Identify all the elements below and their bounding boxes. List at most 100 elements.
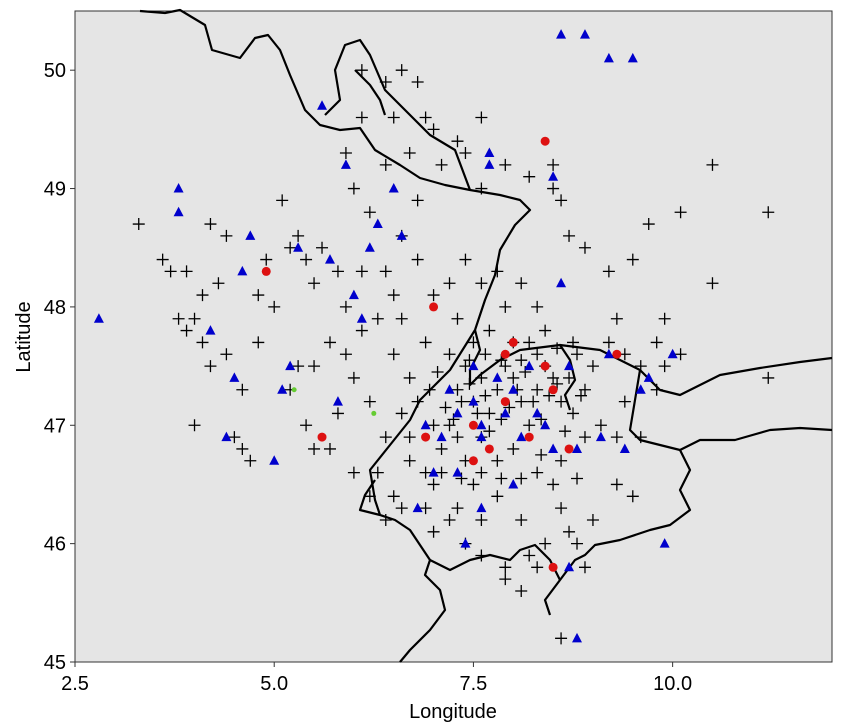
- point-plus-125: [674, 206, 687, 219]
- point-triangle-33: [548, 171, 559, 181]
- point-plus-204: [515, 354, 528, 367]
- point-plus-178: [427, 419, 440, 432]
- point-triangle-4: [221, 431, 232, 442]
- point-plus-185: [479, 389, 492, 402]
- point-triangle-22: [412, 502, 423, 513]
- point-triangle-61: [468, 360, 479, 371]
- point-triangle-15: [340, 159, 351, 169]
- point-circle-8: [508, 337, 518, 347]
- point-plus-192: [535, 413, 548, 426]
- point-triangle-16: [348, 289, 359, 300]
- x-tick-label-2: 7.5: [460, 673, 488, 695]
- point-plus-14: [220, 348, 233, 361]
- point-plus-183: [463, 377, 476, 390]
- boundary-line-7: [358, 479, 381, 517]
- point-plus-103: [555, 632, 568, 645]
- point-plus-93: [515, 513, 528, 526]
- point-plus-180: [439, 401, 452, 414]
- axes: 2.5 5.0 7.5 10.0 45 46 47 48 49 50: [44, 60, 692, 695]
- point-plus-38: [355, 324, 368, 337]
- point-plus-161: [323, 336, 336, 349]
- point-plus-212: [515, 472, 528, 485]
- point-triangle-44: [667, 348, 678, 359]
- point-plus-5: [188, 312, 201, 325]
- point-plus-132: [379, 76, 392, 89]
- point-plus-27: [308, 277, 321, 290]
- point-plus-128: [762, 206, 775, 219]
- point-triangle-35: [564, 561, 575, 572]
- point-plus-187: [495, 413, 508, 426]
- point-plus-164: [363, 490, 376, 503]
- point-triangle-2: [173, 206, 184, 217]
- point-plus-94: [491, 490, 504, 503]
- point-triangle-6: [237, 265, 248, 276]
- point-plus-52: [387, 490, 400, 503]
- point-plus-116: [475, 182, 488, 195]
- point-plus-143: [555, 194, 568, 207]
- point-plus-179: [403, 431, 416, 444]
- point-plus-25: [292, 229, 305, 242]
- point-plus-37: [347, 371, 360, 384]
- point-triangle-3: [205, 325, 216, 335]
- point-triangle-19: [372, 218, 383, 229]
- point-triangle-13: [324, 254, 335, 264]
- point-plus-46: [403, 371, 416, 384]
- x-axis-title: Longitude: [409, 701, 497, 723]
- boundary-line-8: [429, 543, 561, 581]
- point-circle-16: [500, 397, 510, 407]
- point-plus-91: [563, 525, 576, 538]
- point-plus-214: [555, 454, 568, 467]
- point-triangle-57: [508, 478, 519, 489]
- point-plus-134: [411, 76, 424, 89]
- point-plus-131: [355, 64, 368, 77]
- point-plus-0: [132, 218, 145, 231]
- point-plus-31: [300, 419, 313, 432]
- point-plus-3: [180, 265, 193, 278]
- point-circle-13: [612, 349, 622, 359]
- point-plus-1: [156, 253, 169, 266]
- point-plus-55: [427, 478, 440, 491]
- point-triangle-14: [332, 396, 343, 406]
- y-tick-label-3: 48: [44, 297, 66, 319]
- point-plus-106: [610, 478, 623, 491]
- point-plus-110: [363, 206, 376, 219]
- point-plus-63: [491, 383, 504, 396]
- point-plus-198: [431, 366, 444, 379]
- point-circle-15: [468, 420, 478, 430]
- point-triangle-5: [229, 372, 240, 382]
- y-tick-label-1: 46: [44, 534, 66, 556]
- point-plus-62: [483, 407, 496, 420]
- point-plus-157: [427, 289, 440, 302]
- point-plus-97: [427, 525, 440, 538]
- point-plus-17: [236, 442, 249, 455]
- point-plus-169: [475, 513, 488, 526]
- point-circle-4: [421, 432, 431, 442]
- point-plus-112: [379, 158, 392, 171]
- point-plus-142: [547, 158, 560, 171]
- point-plus-158: [411, 253, 424, 266]
- point-plus-50: [379, 431, 392, 444]
- point-triangle-46: [468, 396, 479, 406]
- point-triangle-41: [635, 384, 646, 394]
- point-triangle-24: [460, 538, 471, 548]
- point-plus-104: [578, 561, 591, 574]
- point-plus-9: [204, 360, 217, 373]
- point-plus-141: [475, 111, 488, 124]
- boundary-line-6: [368, 329, 476, 663]
- point-dot-0: [291, 387, 297, 393]
- point-circle-1: [429, 302, 439, 312]
- boundary-line-2: [354, 69, 387, 116]
- point-circle-11: [524, 432, 534, 442]
- point-triangle-37: [556, 29, 567, 39]
- point-triangle-21: [396, 230, 407, 240]
- y-tick-label-2: 47: [44, 415, 66, 437]
- point-plus-7: [196, 336, 209, 349]
- point-plus-42: [379, 265, 392, 278]
- point-triangle-54: [572, 443, 583, 453]
- point-triangle-26: [484, 147, 495, 158]
- point-plus-201: [463, 354, 476, 367]
- point-plus-195: [559, 425, 572, 438]
- point-plus-2: [164, 265, 177, 278]
- point-plus-66: [515, 395, 528, 408]
- point-plus-171: [594, 419, 607, 432]
